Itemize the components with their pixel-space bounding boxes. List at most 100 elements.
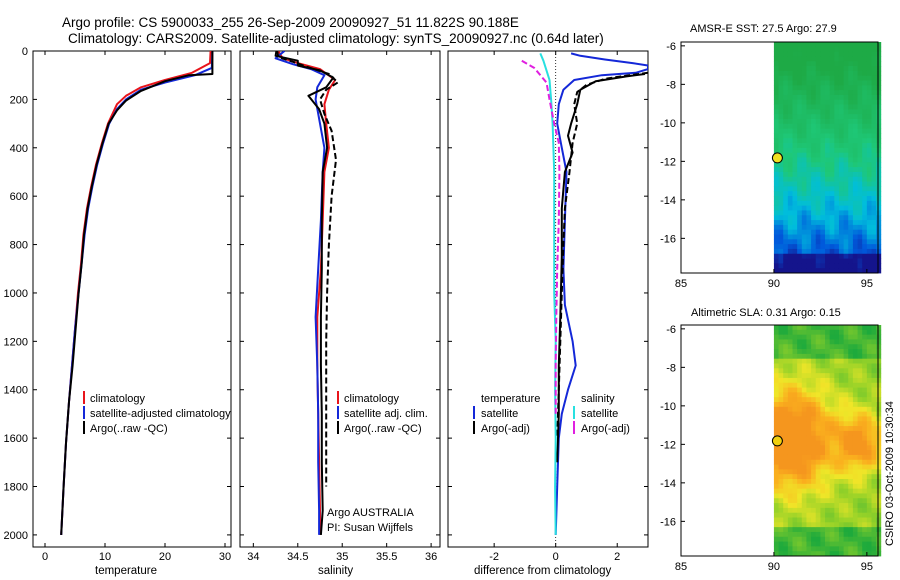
map-grid-cell xyxy=(797,551,803,557)
map-grid-cell xyxy=(825,200,831,207)
map-grid-cell xyxy=(829,268,835,274)
map-grid-cell xyxy=(829,70,835,77)
map-grid-cell xyxy=(848,171,854,178)
map-grid-cell xyxy=(778,56,784,62)
map-grid-cell xyxy=(815,263,821,269)
map-grid-cell xyxy=(811,464,817,470)
map-grid-cell xyxy=(866,551,872,557)
map-grid-cell xyxy=(843,70,849,77)
map-grid-cell xyxy=(787,123,793,130)
map-grid-cell xyxy=(848,244,854,250)
map-grid-cell xyxy=(806,377,812,384)
map-grid-cell xyxy=(820,167,826,173)
map-grid-cell xyxy=(862,253,868,259)
map-grid-cell xyxy=(862,382,868,388)
map-grid-cell xyxy=(848,99,854,105)
map-grid-cell xyxy=(843,450,849,456)
map-grid-cell xyxy=(848,114,854,120)
map-grid-cell xyxy=(815,373,821,379)
map-grid-cell xyxy=(876,147,882,154)
map-grid-cell xyxy=(825,263,831,269)
map-grid-cell xyxy=(797,430,803,437)
map-grid-cell xyxy=(792,541,798,547)
map-grid-cell xyxy=(806,109,812,115)
map-grid-cell xyxy=(773,119,779,125)
map-grid-cell xyxy=(820,507,826,514)
map-grid-cell xyxy=(783,406,789,413)
map-grid-cell xyxy=(876,474,882,480)
map-grid-cell xyxy=(801,229,807,235)
map-grid-cell xyxy=(815,123,821,130)
map-grid-cell xyxy=(792,210,798,216)
map-grid-cell xyxy=(811,258,817,264)
map-grid-cell xyxy=(876,551,882,557)
map-grid-cell xyxy=(848,210,854,216)
map-grid-cell xyxy=(848,454,854,461)
map-grid-cell xyxy=(843,387,849,393)
map-grid-cell xyxy=(862,435,868,441)
map-grid-cell xyxy=(848,176,854,182)
map-grid-cell xyxy=(825,253,831,259)
map-grid-cell xyxy=(871,358,877,364)
map-grid-cell xyxy=(773,239,779,245)
map-grid-cell xyxy=(787,349,793,355)
map-grid-cell xyxy=(838,527,845,533)
map-grid-cell xyxy=(843,253,849,259)
map-grid-cell xyxy=(825,181,831,187)
map-grid-cell xyxy=(773,377,779,384)
map-grid-cell xyxy=(778,430,784,437)
map-grid-cell xyxy=(787,258,793,264)
map-grid-cell xyxy=(829,363,835,369)
map-grid-cell xyxy=(871,546,877,552)
map-grid-cell xyxy=(866,119,872,125)
x-tick-label: 2 xyxy=(614,551,620,563)
map-grid-cell xyxy=(801,104,807,110)
map-grid-cell xyxy=(862,80,868,86)
map-grid-cell xyxy=(773,191,779,197)
map-grid-cell xyxy=(871,368,877,374)
map-grid-cell xyxy=(797,90,803,96)
map-grid-cell xyxy=(829,152,835,158)
map-grid-cell xyxy=(797,85,803,91)
map-grid-cell xyxy=(871,186,877,192)
map-grid-cell xyxy=(866,411,872,417)
map-grid-cell xyxy=(871,353,877,360)
map-grid-cell xyxy=(852,344,858,350)
map-grid-cell xyxy=(829,51,835,57)
map-grid-cell xyxy=(806,215,812,221)
map-grid-cell xyxy=(792,61,798,67)
map-grid-cell xyxy=(829,382,835,388)
map-grid-cell xyxy=(852,382,858,388)
map-grid-cell xyxy=(820,344,826,350)
map-grid-cell xyxy=(866,109,872,115)
map-grid-cell xyxy=(834,430,840,437)
map-grid-cell xyxy=(820,512,826,518)
sst-map-axis-ticks: 85 90 95-6-8-10-12-14-16 xyxy=(660,41,873,290)
map-grid-cell xyxy=(792,358,798,364)
map-grid-cell xyxy=(820,123,826,130)
x-tick-label: 95 xyxy=(861,278,873,290)
map-grid-cell xyxy=(797,503,803,509)
map-grid-cell xyxy=(876,353,882,360)
map-grid-cell xyxy=(825,42,831,48)
map-grid-cell xyxy=(815,426,821,432)
map-grid-cell xyxy=(806,329,812,336)
map-grid-cell xyxy=(797,46,803,53)
map-grid-cell xyxy=(871,430,877,437)
map-grid-cell xyxy=(773,522,779,528)
map-grid-cell xyxy=(778,488,784,494)
map-grid-cell xyxy=(787,109,793,115)
map-grid-cell xyxy=(820,488,826,494)
map-grid-cell xyxy=(797,138,803,144)
map-grid-cell xyxy=(797,440,803,446)
map-grid-cell xyxy=(792,234,798,240)
map-grid-cell xyxy=(811,430,817,437)
map-grid-cell xyxy=(815,181,821,187)
map-grid-cell xyxy=(815,85,821,91)
map-grid-cell xyxy=(815,210,821,216)
salinity-x-axis-label: salinity xyxy=(318,565,353,577)
map-grid-cell xyxy=(825,329,831,336)
map-grid-cell xyxy=(787,70,793,77)
map-grid-cell xyxy=(838,334,845,340)
map-grid-cell xyxy=(820,181,826,187)
